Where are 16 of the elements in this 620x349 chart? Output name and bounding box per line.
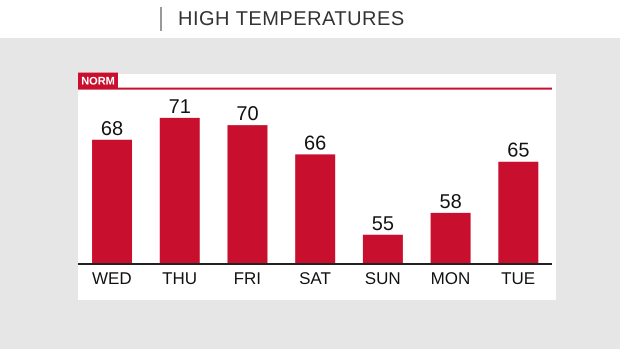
x-tick-label: WED [92, 269, 132, 288]
x-tick-label: SUN [364, 269, 401, 288]
data-label: 70 [236, 103, 259, 126]
x-tick-label: MON [430, 269, 470, 288]
x-tick-label: FRI [234, 269, 261, 288]
x-tick-label: THU [162, 269, 198, 288]
data-label: 68 [100, 118, 124, 140]
data-label: 71 [168, 96, 191, 118]
x-tick-label: SAT [299, 269, 331, 288]
ref-line-label: NORM [81, 76, 115, 88]
chart-title: HIGH TEMPERATURES [178, 8, 405, 30]
data-label: 65 [507, 140, 530, 162]
data-label: 58 [439, 190, 462, 213]
data-label: 66 [304, 132, 326, 154]
x-tick-label: TUE [501, 269, 536, 288]
data-label: 55 [372, 212, 394, 235]
